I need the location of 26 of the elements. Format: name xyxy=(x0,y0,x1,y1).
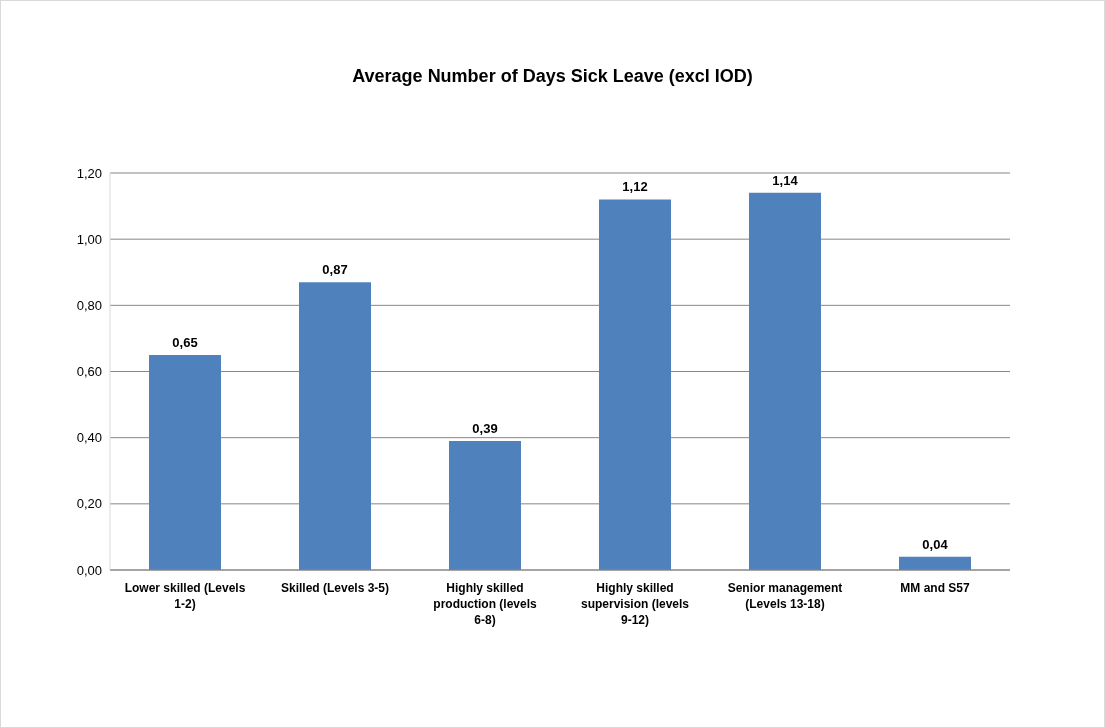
y-tick-label: 1,20 xyxy=(76,165,102,181)
bar xyxy=(599,199,671,570)
data-label: 0,65 xyxy=(172,334,198,350)
x-tick-label: Highly skilled supervision (levels 9-12) xyxy=(580,581,690,627)
bar xyxy=(449,440,521,570)
y-tick-label: 0,40 xyxy=(76,430,102,446)
bar xyxy=(149,354,221,570)
data-label: 0,39 xyxy=(472,420,498,436)
bar xyxy=(299,282,371,570)
data-label: 0,87 xyxy=(322,262,348,278)
data-label: 1,12 xyxy=(622,179,648,195)
bar xyxy=(899,556,971,570)
data-label: 0,04 xyxy=(922,536,949,552)
x-tick-label: MM and S57 xyxy=(900,581,970,595)
x-tick-label: Skilled (Levels 3-5) xyxy=(280,581,390,595)
x-tick-label: Highly skilled production (levels 6-8) xyxy=(433,581,537,627)
x-tick-label: Senior management (Levels 13-18) xyxy=(727,581,843,611)
y-tick-label: 0,60 xyxy=(76,364,102,380)
y-tick-label: 1,00 xyxy=(76,231,102,247)
y-tick-label: 0,00 xyxy=(76,562,102,578)
y-tick-label: 0,20 xyxy=(76,496,102,512)
y-tick-label: 0,80 xyxy=(76,297,102,313)
data-label: 1,14 xyxy=(772,172,799,188)
x-tick-label: Lower skilled (Levels 1-2) xyxy=(124,581,246,611)
bar xyxy=(749,192,821,570)
chart-title: Average Number of Days Sick Leave (excl IOD) xyxy=(351,66,754,87)
